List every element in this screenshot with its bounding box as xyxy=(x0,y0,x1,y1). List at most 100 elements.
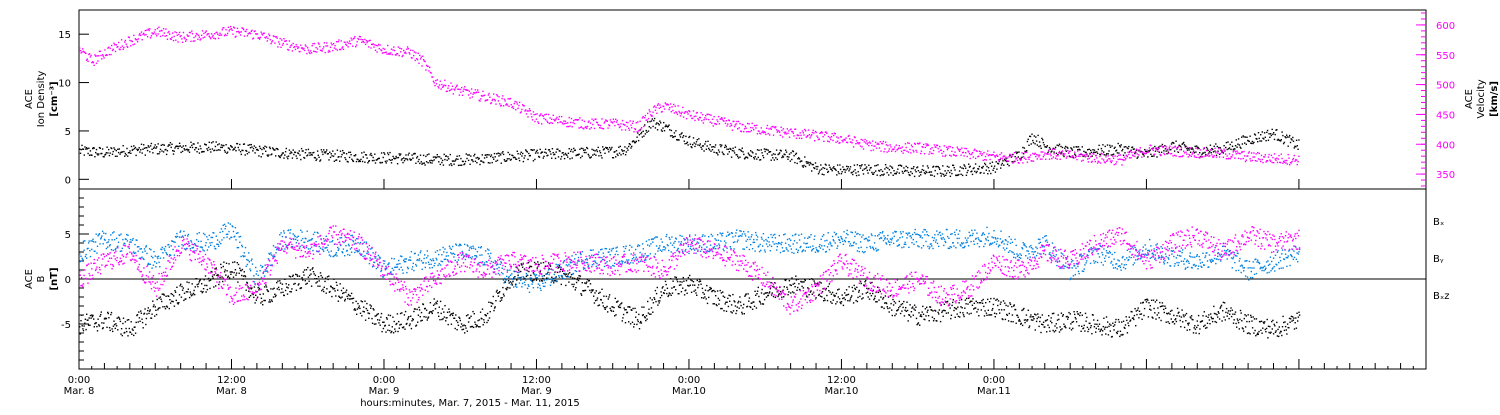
data-point xyxy=(349,298,350,299)
data-point xyxy=(190,147,191,148)
data-point xyxy=(711,288,712,289)
data-point xyxy=(539,157,540,158)
data-point xyxy=(769,134,770,135)
data-point xyxy=(196,278,197,279)
data-point xyxy=(591,149,592,150)
data-point xyxy=(935,147,936,148)
data-point xyxy=(237,262,238,263)
data-point xyxy=(266,36,267,37)
data-point xyxy=(253,297,254,298)
data-point xyxy=(942,155,943,156)
data-point xyxy=(566,126,567,127)
data-point xyxy=(124,156,125,157)
data-point xyxy=(922,147,923,148)
data-point xyxy=(1134,156,1135,157)
data-point xyxy=(678,105,679,106)
data-point xyxy=(403,157,404,158)
data-point xyxy=(832,140,833,141)
data-point xyxy=(694,146,695,147)
data-point xyxy=(986,315,987,316)
data-point xyxy=(828,286,829,287)
data-point xyxy=(1075,155,1076,156)
data-point xyxy=(1252,156,1253,157)
data-point xyxy=(793,292,794,293)
data-point xyxy=(630,125,631,126)
data-point xyxy=(1257,152,1258,153)
data-point xyxy=(683,135,684,136)
data-point xyxy=(1115,163,1116,164)
data-point xyxy=(1064,148,1065,149)
data-point xyxy=(660,107,661,108)
data-point xyxy=(571,118,572,119)
data-point xyxy=(551,277,552,278)
data-point xyxy=(1037,154,1038,155)
data-point xyxy=(1042,139,1043,140)
data-point xyxy=(1249,151,1250,152)
data-point xyxy=(720,144,721,145)
data-point xyxy=(1284,162,1285,163)
data-point xyxy=(1121,164,1122,165)
data-point xyxy=(341,296,342,297)
data-point xyxy=(799,138,800,139)
data-point xyxy=(784,133,785,134)
data-point xyxy=(1016,323,1017,324)
data-point xyxy=(262,153,263,154)
data-point xyxy=(495,100,496,101)
data-point xyxy=(577,277,578,278)
data-point xyxy=(696,141,697,142)
data-point xyxy=(1033,161,1034,162)
data-point xyxy=(1174,155,1175,156)
data-point xyxy=(1101,150,1102,151)
data-point xyxy=(82,48,83,49)
data-point xyxy=(807,135,808,136)
data-point xyxy=(749,297,750,298)
data-point xyxy=(289,150,290,151)
data-point xyxy=(533,111,534,112)
data-point xyxy=(1210,145,1211,146)
data-point xyxy=(374,154,375,155)
data-point xyxy=(889,148,890,149)
data-point xyxy=(171,37,172,38)
data-point xyxy=(790,292,791,293)
data-point xyxy=(212,278,213,279)
data-point xyxy=(418,159,419,160)
data-point xyxy=(458,89,459,90)
data-point xyxy=(194,40,195,41)
data-point xyxy=(1089,158,1090,159)
data-point xyxy=(403,50,404,51)
data-point xyxy=(404,314,405,315)
data-point xyxy=(1097,162,1098,163)
data-point xyxy=(971,153,972,154)
data-point xyxy=(269,35,270,36)
data-point xyxy=(193,290,194,291)
data-point xyxy=(911,311,912,312)
data-point xyxy=(368,312,369,313)
data-point xyxy=(448,309,449,310)
data-point xyxy=(710,144,711,145)
data-point xyxy=(101,153,102,154)
data-point xyxy=(334,153,335,154)
data-point xyxy=(703,122,704,123)
data-point xyxy=(816,169,817,170)
data-point xyxy=(1018,151,1019,152)
data-point xyxy=(826,169,827,170)
data-point xyxy=(670,103,671,104)
data-point xyxy=(757,291,758,292)
data-point xyxy=(1001,309,1002,310)
data-point xyxy=(322,277,323,278)
data-point xyxy=(947,301,948,302)
data-point xyxy=(1269,137,1270,138)
data-point xyxy=(847,168,848,169)
data-point xyxy=(694,120,695,121)
data-point xyxy=(678,139,679,140)
data-point xyxy=(171,147,172,148)
data-point xyxy=(152,152,153,153)
data-point xyxy=(1286,135,1287,136)
data-point xyxy=(90,56,91,57)
data-point xyxy=(246,151,247,152)
data-point xyxy=(953,310,954,311)
data-point xyxy=(578,154,579,155)
data-point xyxy=(221,267,222,268)
data-point xyxy=(1014,304,1015,305)
data-point xyxy=(656,293,657,294)
